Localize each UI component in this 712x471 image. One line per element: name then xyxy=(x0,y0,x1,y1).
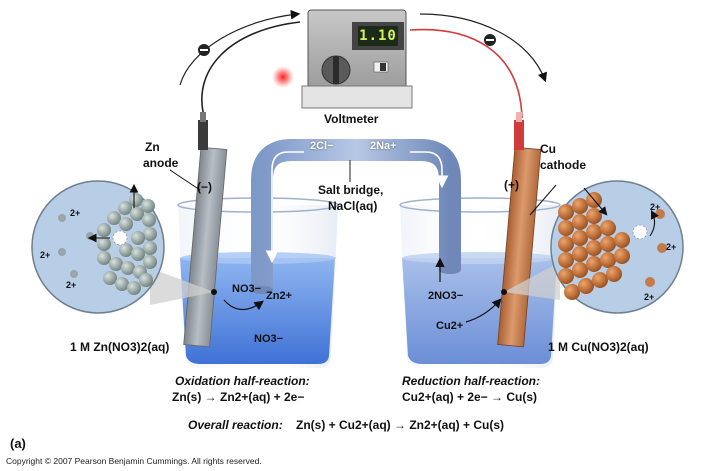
right-ion-nitrate: 2NO3− xyxy=(428,290,464,302)
cation-flow-arrow xyxy=(410,151,449,189)
right-zoom-ion-charge-3: 2+ xyxy=(644,292,655,302)
voltmeter-label: Voltmeter xyxy=(324,112,379,126)
electron-icon-right xyxy=(484,34,496,46)
copyright-text: Copyright © 2007 Pearson Benjamin Cummin… xyxy=(6,456,262,466)
cathode-label-pointer xyxy=(529,184,557,216)
oxidation-title: Oxidation half-reaction: xyxy=(175,374,310,388)
cathode-label-line2: cathode xyxy=(540,158,587,172)
left-zoom-ion-charge: 2+ xyxy=(70,208,81,218)
electron-flow-arrow-left xyxy=(179,9,301,86)
cathode-wire xyxy=(409,28,523,119)
reduction-equation: Cu2+(aq) + 2e− → Cu(s) xyxy=(402,390,538,404)
right-ion-copper: Cu2+ xyxy=(436,320,464,332)
left-zoom-pointer xyxy=(211,289,217,295)
red-light-icon xyxy=(272,66,294,88)
oxidation-equation: Zn(s) → Zn2+(aq) + 2e− xyxy=(172,390,305,404)
salt-bridge-label-line1: Salt bridge, xyxy=(318,183,384,197)
bridge-cation: 2Na+ xyxy=(370,140,397,152)
cathode-label-line1: Cu xyxy=(540,142,556,156)
overall-title: Overall reaction: xyxy=(188,418,283,432)
cu-ion-icon xyxy=(645,277,655,287)
copper-electrode xyxy=(497,112,542,348)
right-solution-label: 1 M Cu(NO3)2(aq) xyxy=(548,340,649,354)
right-zoom-ion-charge: 2+ xyxy=(650,202,661,212)
right-zoom-pointer xyxy=(501,289,507,295)
left-zoom-cone xyxy=(150,268,214,305)
right-zoom-cone xyxy=(504,262,560,300)
left-ion-nitrate: NO3− xyxy=(232,283,262,295)
panel-label: (a) xyxy=(10,436,26,451)
anode-label-line1: Zn xyxy=(145,140,160,154)
left-ion-zinc: Zn2+ xyxy=(266,290,292,302)
voltmeter-reading: 1.10 xyxy=(358,26,398,46)
right-solution xyxy=(402,258,557,364)
cathode-sign: (+) xyxy=(504,178,519,192)
reduction-title: Reduction half-reaction: xyxy=(402,374,541,388)
left-solution-label: 1 M Zn(NO3)2(aq) xyxy=(70,340,170,354)
copper-lattice-icon xyxy=(558,192,648,300)
zn-ion-icon xyxy=(58,214,66,222)
right-zoom-ion-charge-2: 2+ xyxy=(666,242,677,252)
zn-ion-icon xyxy=(70,270,78,278)
zinc-lattice-icon xyxy=(97,193,157,295)
voltmeter-icon xyxy=(301,9,413,109)
zinc-electrode xyxy=(183,112,228,348)
zn-ion-icon xyxy=(58,248,66,256)
left-zoom-ion-charge-3: 2+ xyxy=(66,280,77,290)
salt-bridge-tube xyxy=(251,139,461,290)
electron-icon-left xyxy=(198,44,210,56)
anode-sign: (−) xyxy=(197,180,212,194)
electron-flow-arrow-right xyxy=(419,13,547,83)
anode-label-line2: anode xyxy=(143,156,179,170)
zn-ion-flow-arrow xyxy=(223,299,264,311)
salt-bridge-label-line2: NaCl(aq) xyxy=(328,199,378,213)
cu-ion-icon xyxy=(657,243,667,253)
bridge-anion: 2Cl− xyxy=(310,140,334,152)
anion-flow-arrow xyxy=(265,151,304,264)
left-solution xyxy=(180,258,335,364)
electron-arrival-arrow xyxy=(583,187,608,216)
cu-ion-deposit-arrow xyxy=(649,210,659,237)
zn-ion-icon xyxy=(86,232,94,240)
left-ion-nitrate-2: NO3− xyxy=(254,333,284,345)
left-zoom-ion-charge-2: 2+ xyxy=(40,250,51,260)
overall-equation: Zn(s) + Cu2+(aq) → Zn2+(aq) + Cu(s) xyxy=(296,418,505,432)
anode-wire xyxy=(201,21,301,121)
cu-ion-flow-arrow xyxy=(465,298,502,323)
anode-label-pointer xyxy=(169,169,201,191)
